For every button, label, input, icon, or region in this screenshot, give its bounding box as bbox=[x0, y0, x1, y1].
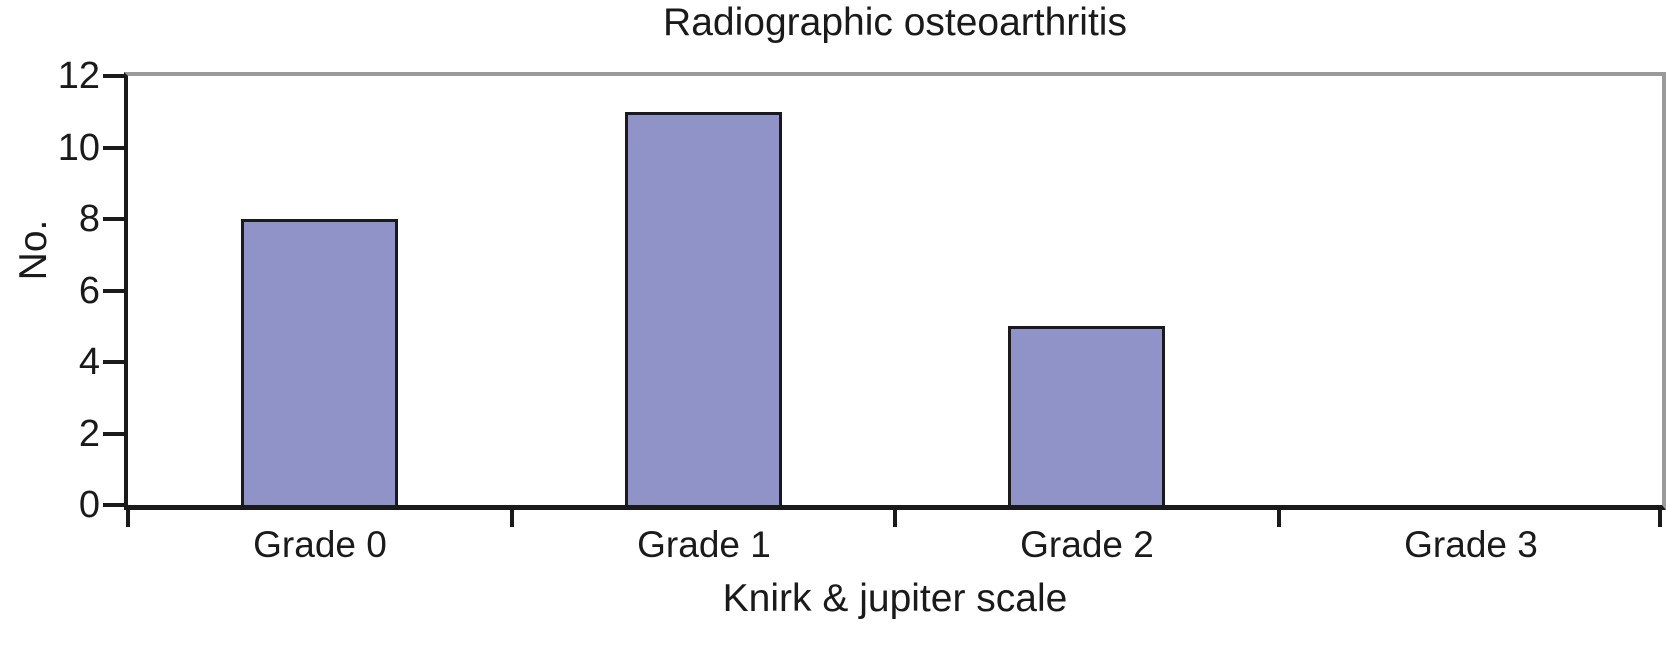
plot-area bbox=[103, 72, 1666, 527]
x-category-label: Grade 1 bbox=[637, 524, 771, 565]
y-tick-label: 12 bbox=[57, 55, 100, 97]
y-axis-tick bbox=[103, 146, 124, 150]
y-axis-tick bbox=[103, 217, 124, 221]
y-axis-tick bbox=[103, 432, 124, 436]
x-axis-tick bbox=[510, 510, 514, 527]
x-axis-tick bbox=[126, 510, 130, 527]
y-tick-label: 6 bbox=[78, 270, 100, 312]
bar-grade-1 bbox=[625, 112, 782, 505]
x-axis-label: Knirk & jupiter scale bbox=[722, 577, 1068, 620]
x-axis-tick bbox=[893, 510, 897, 527]
chart-title: Radiographic osteoarthritis bbox=[663, 1, 1127, 44]
y-axis-tick bbox=[103, 289, 124, 293]
y-tick-label: 8 bbox=[78, 198, 100, 240]
y-tick-label: 4 bbox=[78, 341, 100, 383]
bar-grade-0 bbox=[241, 219, 398, 505]
x-axis-tick bbox=[1277, 510, 1281, 527]
y-tick-label: 10 bbox=[57, 127, 100, 169]
x-axis-tick bbox=[1658, 510, 1662, 527]
y-axis-tick bbox=[103, 503, 124, 507]
y-tick-label: 0 bbox=[78, 484, 100, 526]
y-axis-tick bbox=[103, 360, 124, 364]
x-category-label: Grade 2 bbox=[1020, 524, 1154, 565]
bar-grade-2 bbox=[1008, 326, 1165, 505]
x-category-label: Grade 3 bbox=[1404, 524, 1538, 565]
y-axis-tick bbox=[103, 74, 124, 78]
y-tick-label: 2 bbox=[78, 413, 100, 455]
x-category-label: Grade 0 bbox=[253, 524, 387, 565]
